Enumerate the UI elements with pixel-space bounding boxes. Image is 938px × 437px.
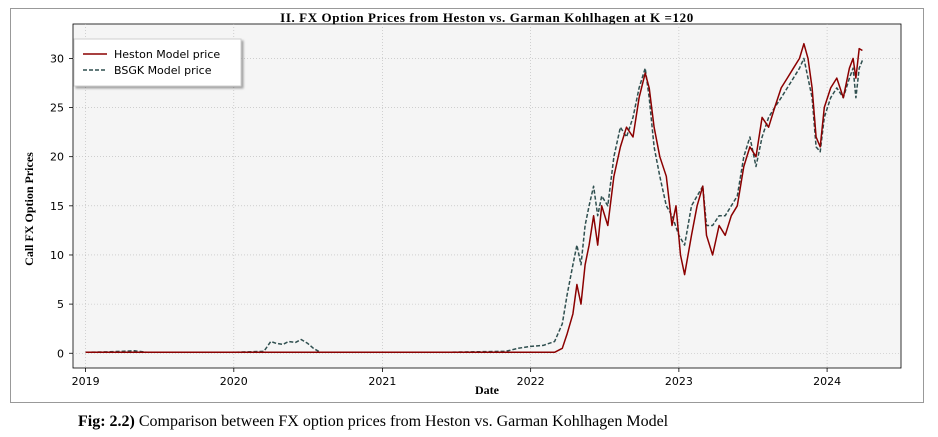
y-axis-label: Call FX Option Prices bbox=[22, 152, 36, 266]
fx-option-price-chart: 0 5 10 15 20 25 30 2019 2020 2021 2022 2023 2024 II.… bbox=[22, 10, 902, 397]
caption-label: Fig: 2.2) bbox=[78, 413, 135, 430]
legend: Heston Model price BSGK Model price bbox=[73, 38, 242, 87]
y-tick-label: 20 bbox=[50, 151, 64, 164]
x-axis-label: Date bbox=[475, 383, 500, 397]
chart-title: II. FX Option Prices from Heston vs. Gar… bbox=[280, 10, 694, 25]
x-tick-label: 2023 bbox=[665, 375, 693, 388]
heston-series-line bbox=[85, 42, 863, 354]
x-tick-label: 2024 bbox=[813, 375, 841, 388]
legend-heston-label: Heston Model price bbox=[114, 48, 220, 61]
y-tick-label: 5 bbox=[57, 298, 64, 311]
x-tick-label: 2022 bbox=[517, 375, 545, 388]
legend-box bbox=[73, 38, 242, 87]
y-tick-label: 10 bbox=[50, 249, 64, 262]
x-tick-label: 2021 bbox=[368, 375, 396, 388]
x-tick-label: 2019 bbox=[72, 375, 100, 388]
x-tick-label: 2020 bbox=[220, 375, 248, 388]
caption-text: Comparison between FX option prices from… bbox=[134, 413, 669, 430]
axis-ticks: 0 5 10 15 20 25 30 2019 2020 2021 2022 2023 2024 bbox=[50, 52, 841, 388]
y-tick-label: 0 bbox=[57, 347, 64, 360]
legend-bsgk-label: BSGK Model price bbox=[114, 64, 212, 77]
figure-frame: 0 5 10 15 20 25 30 2019 2020 2021 2022 2023 2024 II.… bbox=[10, 8, 924, 403]
figure-caption: Fig: 2.2) Comparison between FX option p… bbox=[78, 413, 668, 431]
series-lines bbox=[85, 42, 864, 354]
y-tick-label: 15 bbox=[50, 200, 64, 213]
y-tick-label: 30 bbox=[50, 52, 64, 65]
y-tick-label: 25 bbox=[50, 102, 64, 115]
grid-lines bbox=[73, 24, 901, 368]
